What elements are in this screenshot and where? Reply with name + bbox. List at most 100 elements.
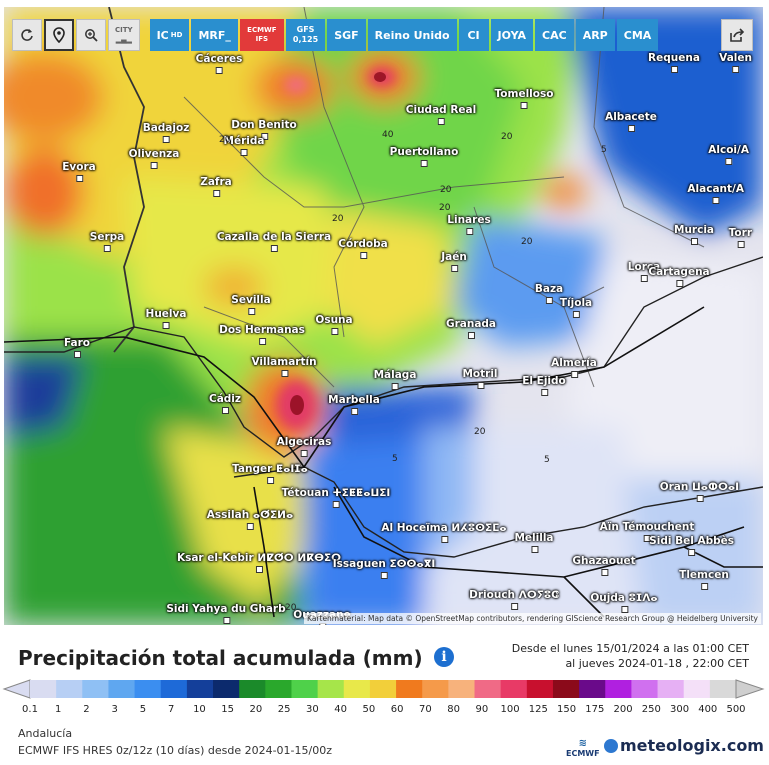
- ecmwf-logo: ≋ ECMWF: [566, 738, 600, 758]
- precipitation-map[interactable]: CITY ▂▄▂ IC HD MRF_ ECMWF IFS GFS 0,125 SGF…: [4, 7, 763, 625]
- refresh-button[interactable]: [12, 19, 42, 51]
- city-label: Osuna: [315, 314, 353, 335]
- model-cac[interactable]: CAC: [535, 19, 574, 51]
- city-label: Alacant/A: [687, 183, 744, 204]
- city-label: Linares: [447, 214, 491, 235]
- city-label: Assilah ⴰⵚⵉⵍⴰ: [206, 509, 294, 530]
- city-toggle-button[interactable]: CITY ▂▄▂: [108, 19, 140, 51]
- location-button[interactable]: [44, 19, 74, 51]
- model-label: IC: [156, 28, 169, 42]
- model-ecmwf-ifs[interactable]: ECMWF IFS: [239, 19, 284, 51]
- model-label: MRF_: [198, 28, 231, 42]
- city-label: Murcia: [673, 224, 715, 245]
- contour-label: 5: [601, 145, 607, 155]
- scale-tick-label: 1: [55, 704, 62, 715]
- scale-tick-label: 250: [641, 704, 661, 715]
- scale-color-swatch: [343, 680, 371, 698]
- city-label: Sidi Bel Abbès: [649, 535, 734, 556]
- scale-color-swatch: [265, 680, 292, 698]
- city-label: Ciudad Real: [405, 104, 477, 125]
- city-label: Motril: [462, 368, 498, 389]
- contour-label: 20: [285, 603, 297, 613]
- contour-label: 20: [440, 185, 452, 195]
- scale-color-swatch: [239, 680, 266, 698]
- scale-color-swatch: [160, 680, 188, 698]
- scale-color-swatch: [448, 680, 476, 698]
- scale-tick-label: 125: [528, 704, 548, 715]
- period-end: al jueves 2024-01-18 , 22:00 CET: [565, 657, 749, 670]
- city-label: Tomelloso: [494, 88, 554, 109]
- meteologix-brand[interactable]: meteologix.com: [604, 736, 764, 755]
- model-arp[interactable]: ARP: [575, 19, 615, 51]
- city-label: Sidi Yahya du Gharb: [166, 603, 286, 624]
- contour-label: 20: [501, 132, 513, 142]
- city-label: Evora: [62, 161, 96, 182]
- period-text: Desde el lunes 15/01/2024 a las 01:00 CE…: [512, 641, 749, 671]
- city-label: Baza: [534, 283, 564, 304]
- model-gfs[interactable]: GFS 0,125: [285, 19, 326, 51]
- scale-tick-label: 60: [390, 704, 404, 715]
- contour-label: 20: [521, 237, 533, 247]
- city-toggle-icon: ▂▄▂: [115, 36, 132, 44]
- map-base: [4, 7, 763, 625]
- city-label: Cádiz: [208, 393, 242, 414]
- scale-tick-label: 200: [613, 704, 633, 715]
- scale-tick-label: 500: [726, 704, 746, 715]
- scale-tick-label: 20: [249, 704, 263, 715]
- contour-label: 40: [382, 130, 394, 140]
- contour-label: 5: [544, 455, 550, 465]
- scale-tick-label: 0.1: [22, 704, 38, 715]
- city-label: Mérida: [223, 135, 265, 156]
- city-label: Cazalla de la Sierra: [216, 231, 332, 252]
- contour-label: 20: [332, 214, 344, 224]
- scale-color-swatch: [683, 680, 711, 698]
- scale-color-swatch: [30, 680, 57, 698]
- city-label: Badajoz: [142, 122, 190, 143]
- model-reino-unido[interactable]: Reino Unido: [367, 19, 457, 51]
- scale-tick-label: 15: [221, 704, 235, 715]
- model-label: GFS: [296, 25, 315, 34]
- share-button[interactable]: [721, 19, 753, 51]
- model-ic-hd[interactable]: IC HD: [149, 19, 190, 51]
- model-sub: HD: [170, 31, 183, 39]
- city-label: Zafra: [200, 176, 232, 197]
- scale-tick-label: 30: [306, 704, 319, 715]
- scale-color-swatch: [552, 680, 580, 698]
- model-label: SGF: [334, 28, 359, 42]
- share-icon: [730, 28, 745, 42]
- info-icon[interactable]: i: [434, 647, 454, 667]
- city-label: Ksar el-Kebir ⵍⵇⵚⵔ ⵍⴽⴱⵉⵔ: [176, 552, 342, 573]
- scale-color-swatch: [422, 680, 449, 698]
- brand-text: meteologix.com: [620, 736, 764, 755]
- city-label: Huelva: [145, 308, 187, 329]
- city-label: Melilla: [514, 532, 554, 553]
- toolbar: CITY ▂▄▂ IC HD MRF_ ECMWF IFS GFS 0,125 SGF…: [12, 19, 659, 53]
- city-label: Issaguen ⵉⵙⵙⴰⴳⵏ: [332, 558, 436, 579]
- model-label: JOYA: [497, 28, 527, 42]
- scale-arrow-right: [735, 679, 765, 699]
- ecmwf-logo-text: ECMWF: [566, 749, 600, 758]
- city-label: Torr: [728, 227, 752, 248]
- scale-tick-label: 150: [557, 704, 577, 715]
- city-label: Requena: [648, 52, 700, 73]
- contour-label: 20: [439, 203, 451, 213]
- model-joya[interactable]: JOYA: [490, 19, 534, 51]
- city-label: Tíjola: [559, 297, 593, 318]
- scale-color-swatch: [396, 680, 423, 698]
- city-label: Tlemcen: [679, 569, 729, 590]
- scale-color-swatch: [500, 680, 528, 698]
- model-ci[interactable]: CI: [458, 19, 489, 51]
- color-scale-bar: [2, 679, 765, 699]
- scale-color-swatch: [317, 680, 345, 698]
- scale-color-swatch: [134, 680, 162, 698]
- model-sgf[interactable]: SGF: [327, 19, 366, 51]
- scale-color-swatch: [213, 680, 240, 698]
- zoom-button[interactable]: [76, 19, 106, 51]
- model-sub: IFS: [255, 35, 269, 43]
- legend-title: Precipitación total acumulada (mm): [18, 646, 423, 670]
- model-cma[interactable]: CMA: [616, 19, 659, 51]
- scale-arrow-left: [2, 679, 31, 699]
- city-label: Sevilla: [231, 294, 271, 315]
- model-label: Reino Unido: [374, 28, 450, 42]
- model-mrf[interactable]: MRF_: [191, 19, 238, 51]
